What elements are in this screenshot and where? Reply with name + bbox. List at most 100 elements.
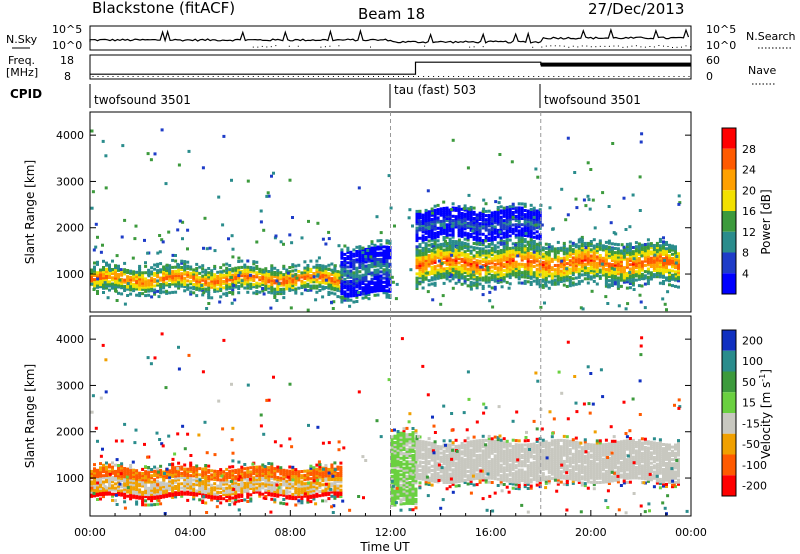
power-cell: [451, 214, 455, 218]
power-cell: [207, 292, 211, 295]
nsky-tick-bottom: 10^0: [52, 39, 82, 52]
power-cell: [315, 265, 319, 269]
velocity-cell: [237, 499, 241, 503]
power-cell: [529, 214, 533, 218]
power-cell: [431, 211, 434, 215]
power-cell: [478, 247, 482, 251]
nsky-label: N.Sky: [6, 33, 38, 46]
power-cell: [303, 277, 307, 280]
velocity-cell: [270, 489, 274, 493]
power-cell: [662, 257, 665, 261]
power-cell: [123, 268, 127, 272]
power-cell: [324, 281, 328, 285]
power-cell: [529, 255, 533, 259]
power-cell: [574, 245, 578, 249]
velocity-cell: [324, 472, 328, 476]
velocity-cell: [312, 470, 316, 474]
power-cell: [442, 209, 446, 212]
velocity-cell: [294, 486, 298, 490]
velocity-cell: [327, 474, 331, 478]
power-cell: [466, 273, 470, 277]
power-cell: [240, 270, 244, 273]
power-cell: [332, 300, 336, 304]
power-cell: [646, 238, 650, 242]
velocity-cell: [141, 478, 145, 482]
power-cell: [243, 278, 247, 282]
power-cell: [559, 269, 563, 273]
power-cell: [379, 274, 383, 278]
power-cell: [367, 297, 371, 301]
power-cell: [329, 283, 333, 287]
power-cell: [165, 273, 169, 277]
power-cell: [463, 269, 467, 272]
velocity-cell: [105, 478, 108, 482]
nave-dot: [453, 76, 455, 77]
power-cell: [267, 274, 271, 278]
power-cell: [222, 292, 226, 296]
velocity-cell: [261, 476, 265, 479]
power-cell: [431, 245, 435, 249]
power-cell: [102, 268, 105, 272]
power-cell: [243, 263, 247, 267]
power-cell: [231, 273, 235, 277]
power-cell: [387, 174, 391, 178]
nave-dot: [217, 76, 219, 77]
power-cell: [427, 235, 431, 239]
power-cell: [427, 210, 431, 214]
power-cell: [246, 267, 250, 271]
power-cell: [502, 277, 506, 281]
power-cell: [631, 281, 635, 285]
velocity-cell: [144, 472, 148, 476]
velocity-cell: [162, 493, 166, 497]
power-cell: [520, 206, 524, 210]
power-cell: [604, 284, 608, 288]
power-cell: [484, 218, 488, 222]
power-cell: [114, 270, 117, 274]
power-cell: [370, 286, 374, 290]
power-cell: [508, 215, 512, 219]
power-cell: [249, 270, 253, 274]
power-cell: [502, 221, 506, 225]
power-cell: [176, 228, 180, 232]
power-cell: [433, 240, 437, 244]
power-cell: [228, 278, 232, 282]
power-cell: [132, 284, 136, 288]
power-cell: [490, 286, 494, 290]
power-cell: [622, 196, 626, 200]
power-cell: [493, 235, 497, 239]
power-cell: [421, 246, 425, 250]
power-cell: [288, 274, 292, 278]
power-cell: [424, 250, 428, 254]
velocity-cell: [234, 485, 238, 489]
power-cell: [433, 254, 437, 258]
power-cell: [431, 298, 435, 302]
power-cell: [592, 263, 596, 267]
power-cell: [668, 262, 671, 266]
power-cell: [640, 260, 644, 264]
nave-dot: [608, 76, 610, 77]
power-cell: [346, 257, 350, 261]
velocity-cell: [303, 476, 307, 479]
velocity-cell: [258, 473, 262, 477]
power-cell: [526, 213, 530, 217]
power-cell: [460, 282, 464, 286]
velocity-cell: [99, 487, 102, 491]
velocity-cell: [117, 466, 120, 470]
velocity-cell: [276, 492, 280, 496]
power-cell: [433, 242, 437, 246]
nave-dot: [207, 76, 209, 77]
power-cell: [427, 239, 431, 243]
power-cell: [484, 253, 488, 257]
power-cell: [604, 278, 608, 282]
power-cell: [454, 248, 458, 252]
power-cell: [195, 271, 199, 275]
power-cell: [312, 272, 316, 275]
power-cell: [514, 225, 518, 229]
velocity-cell: [294, 491, 298, 494]
power-cell: [300, 286, 304, 289]
power-cell: [415, 266, 419, 270]
power-cell: [568, 271, 572, 275]
power-cell: [129, 275, 133, 279]
power-cell: [415, 237, 419, 240]
power-cell: [577, 280, 581, 284]
